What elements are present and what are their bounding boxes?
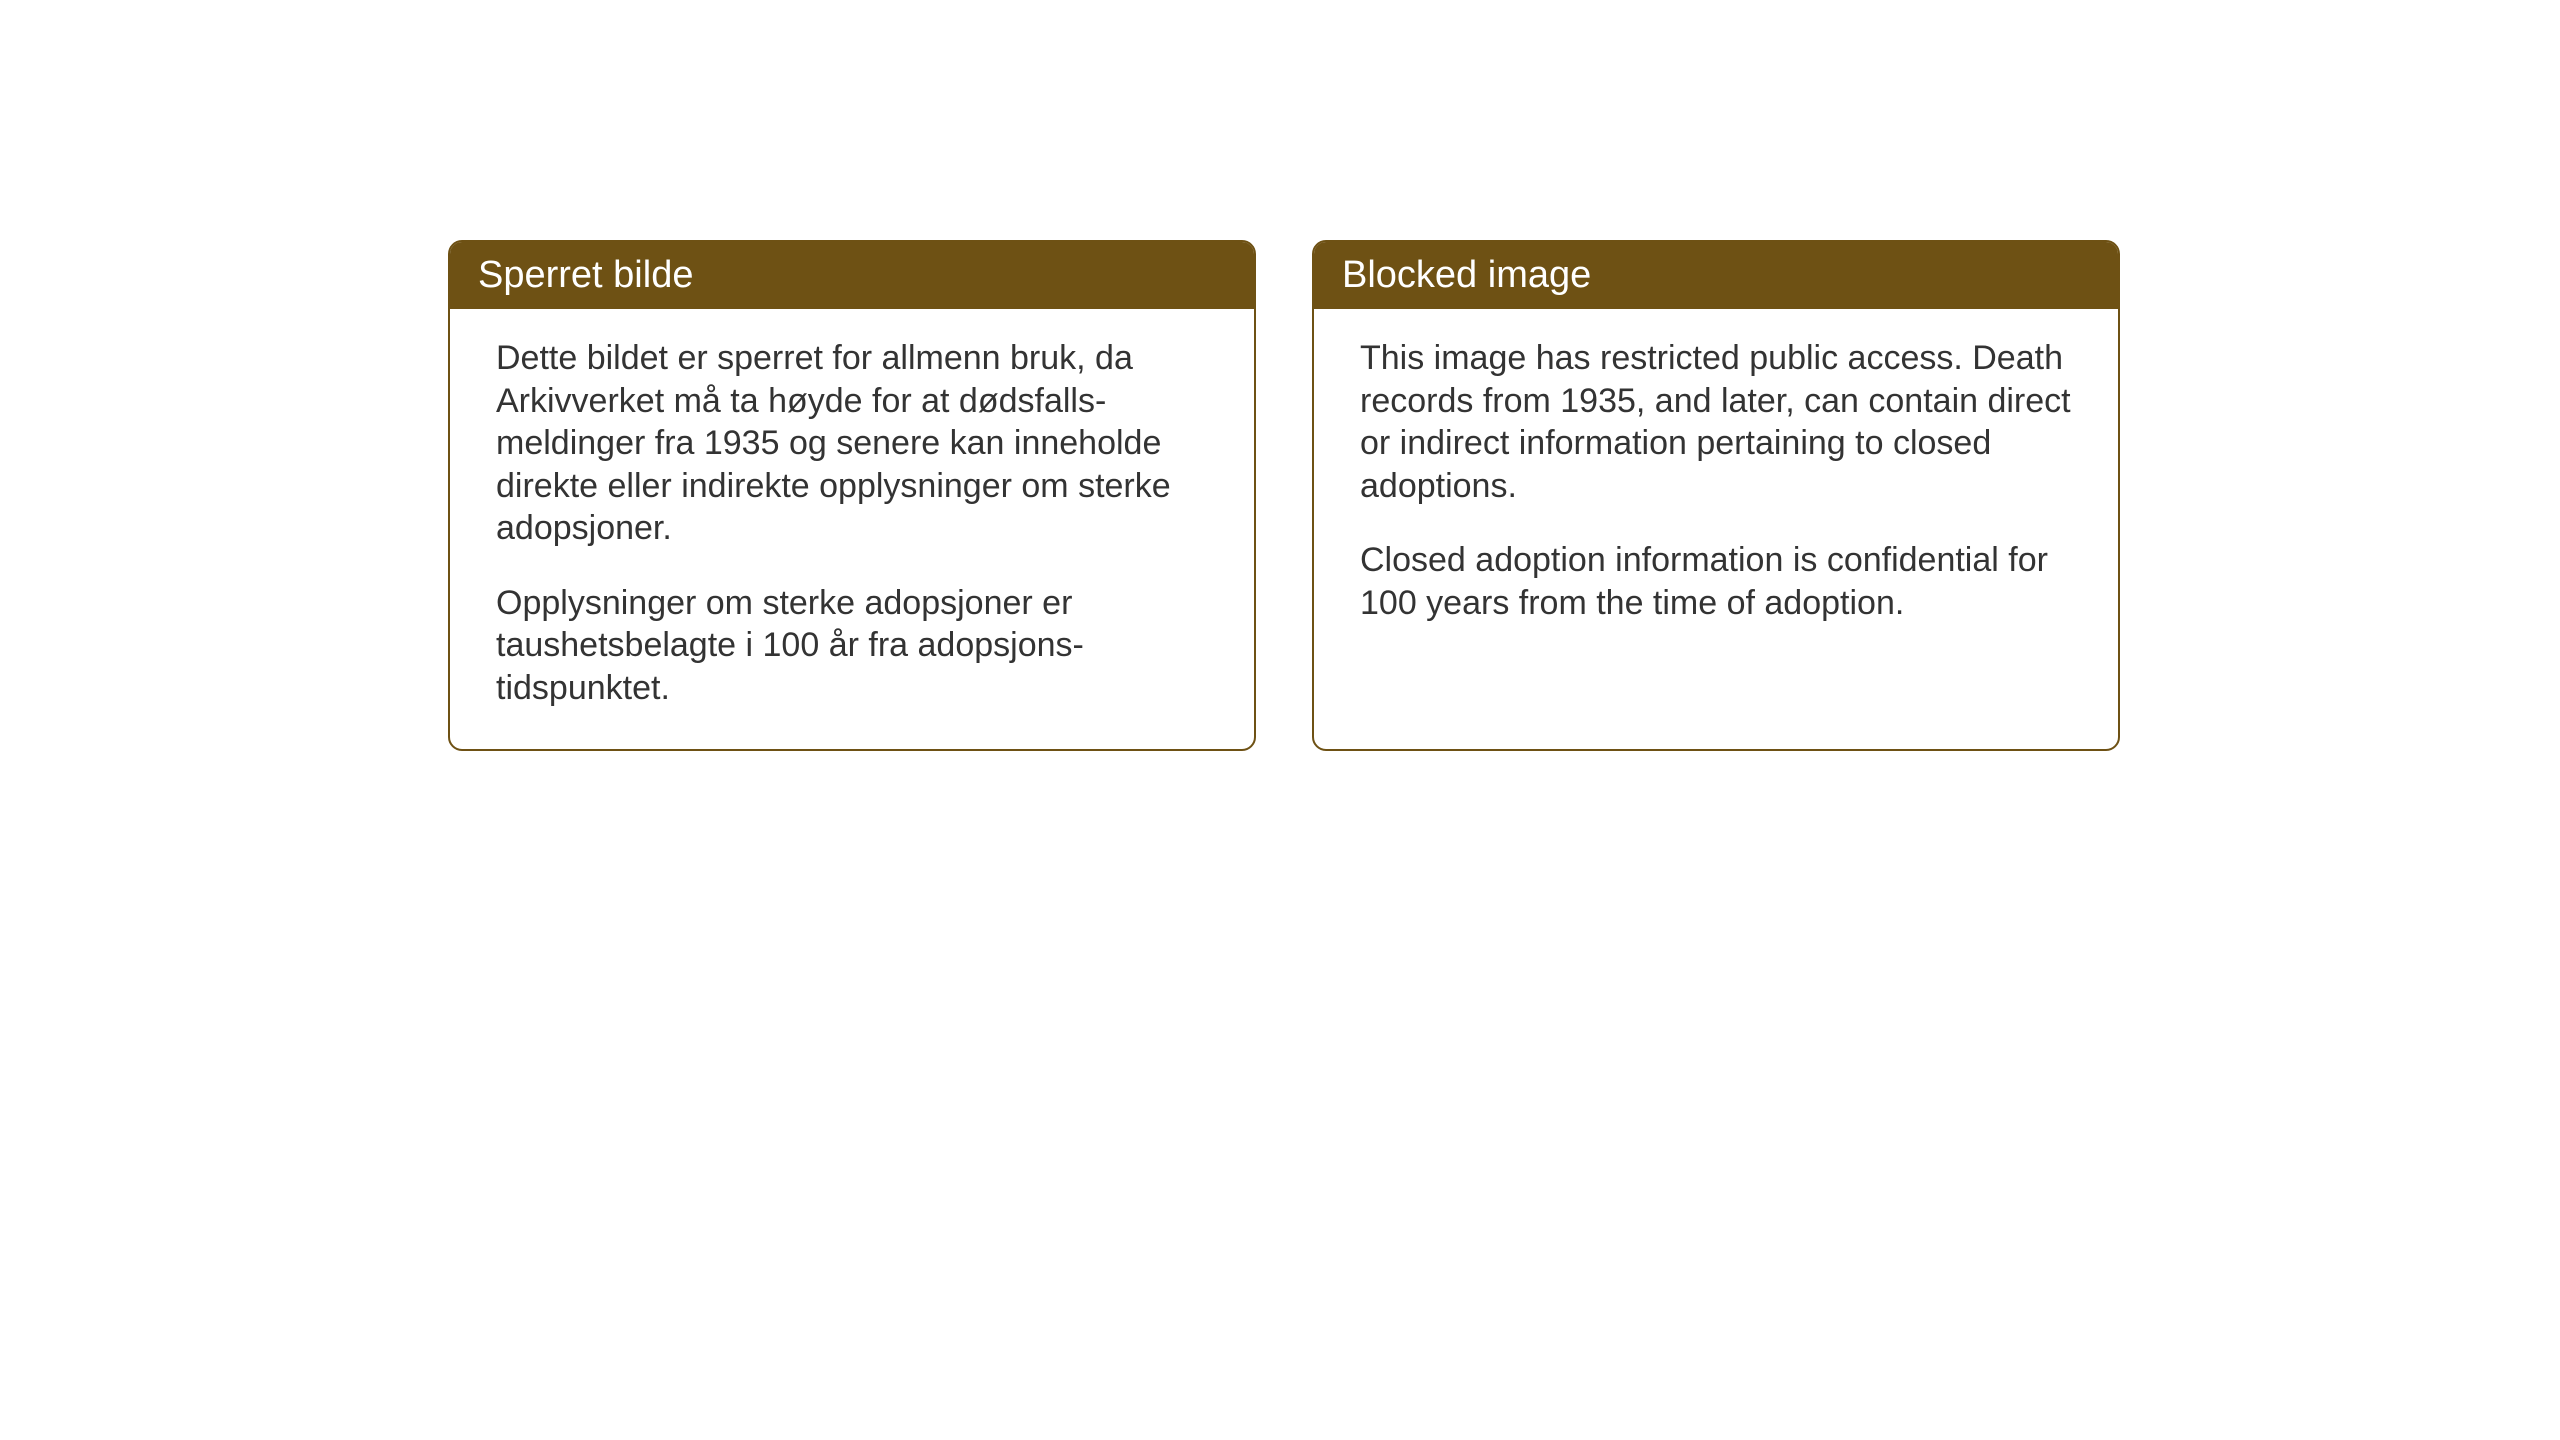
card-paragraph-2-english: Closed adoption information is confident…: [1360, 539, 2072, 624]
card-title-norwegian: Sperret bilde: [478, 254, 693, 296]
card-body-norwegian: Dette bildet er sperret for allmenn bruk…: [450, 309, 1254, 749]
card-paragraph-2-norwegian: Opplysninger om sterke adopsjoner er tau…: [496, 582, 1208, 710]
notice-card-english: Blocked image This image has restricted …: [1312, 240, 2120, 751]
card-header-english: Blocked image: [1314, 242, 2118, 309]
notice-container: Sperret bilde Dette bildet er sperret fo…: [448, 240, 2120, 751]
card-body-english: This image has restricted public access.…: [1314, 309, 2118, 704]
card-paragraph-1-norwegian: Dette bildet er sperret for allmenn bruk…: [496, 337, 1208, 550]
card-title-english: Blocked image: [1342, 254, 1591, 296]
card-paragraph-1-english: This image has restricted public access.…: [1360, 337, 2072, 507]
notice-card-norwegian: Sperret bilde Dette bildet er sperret fo…: [448, 240, 1256, 751]
card-header-norwegian: Sperret bilde: [450, 242, 1254, 309]
